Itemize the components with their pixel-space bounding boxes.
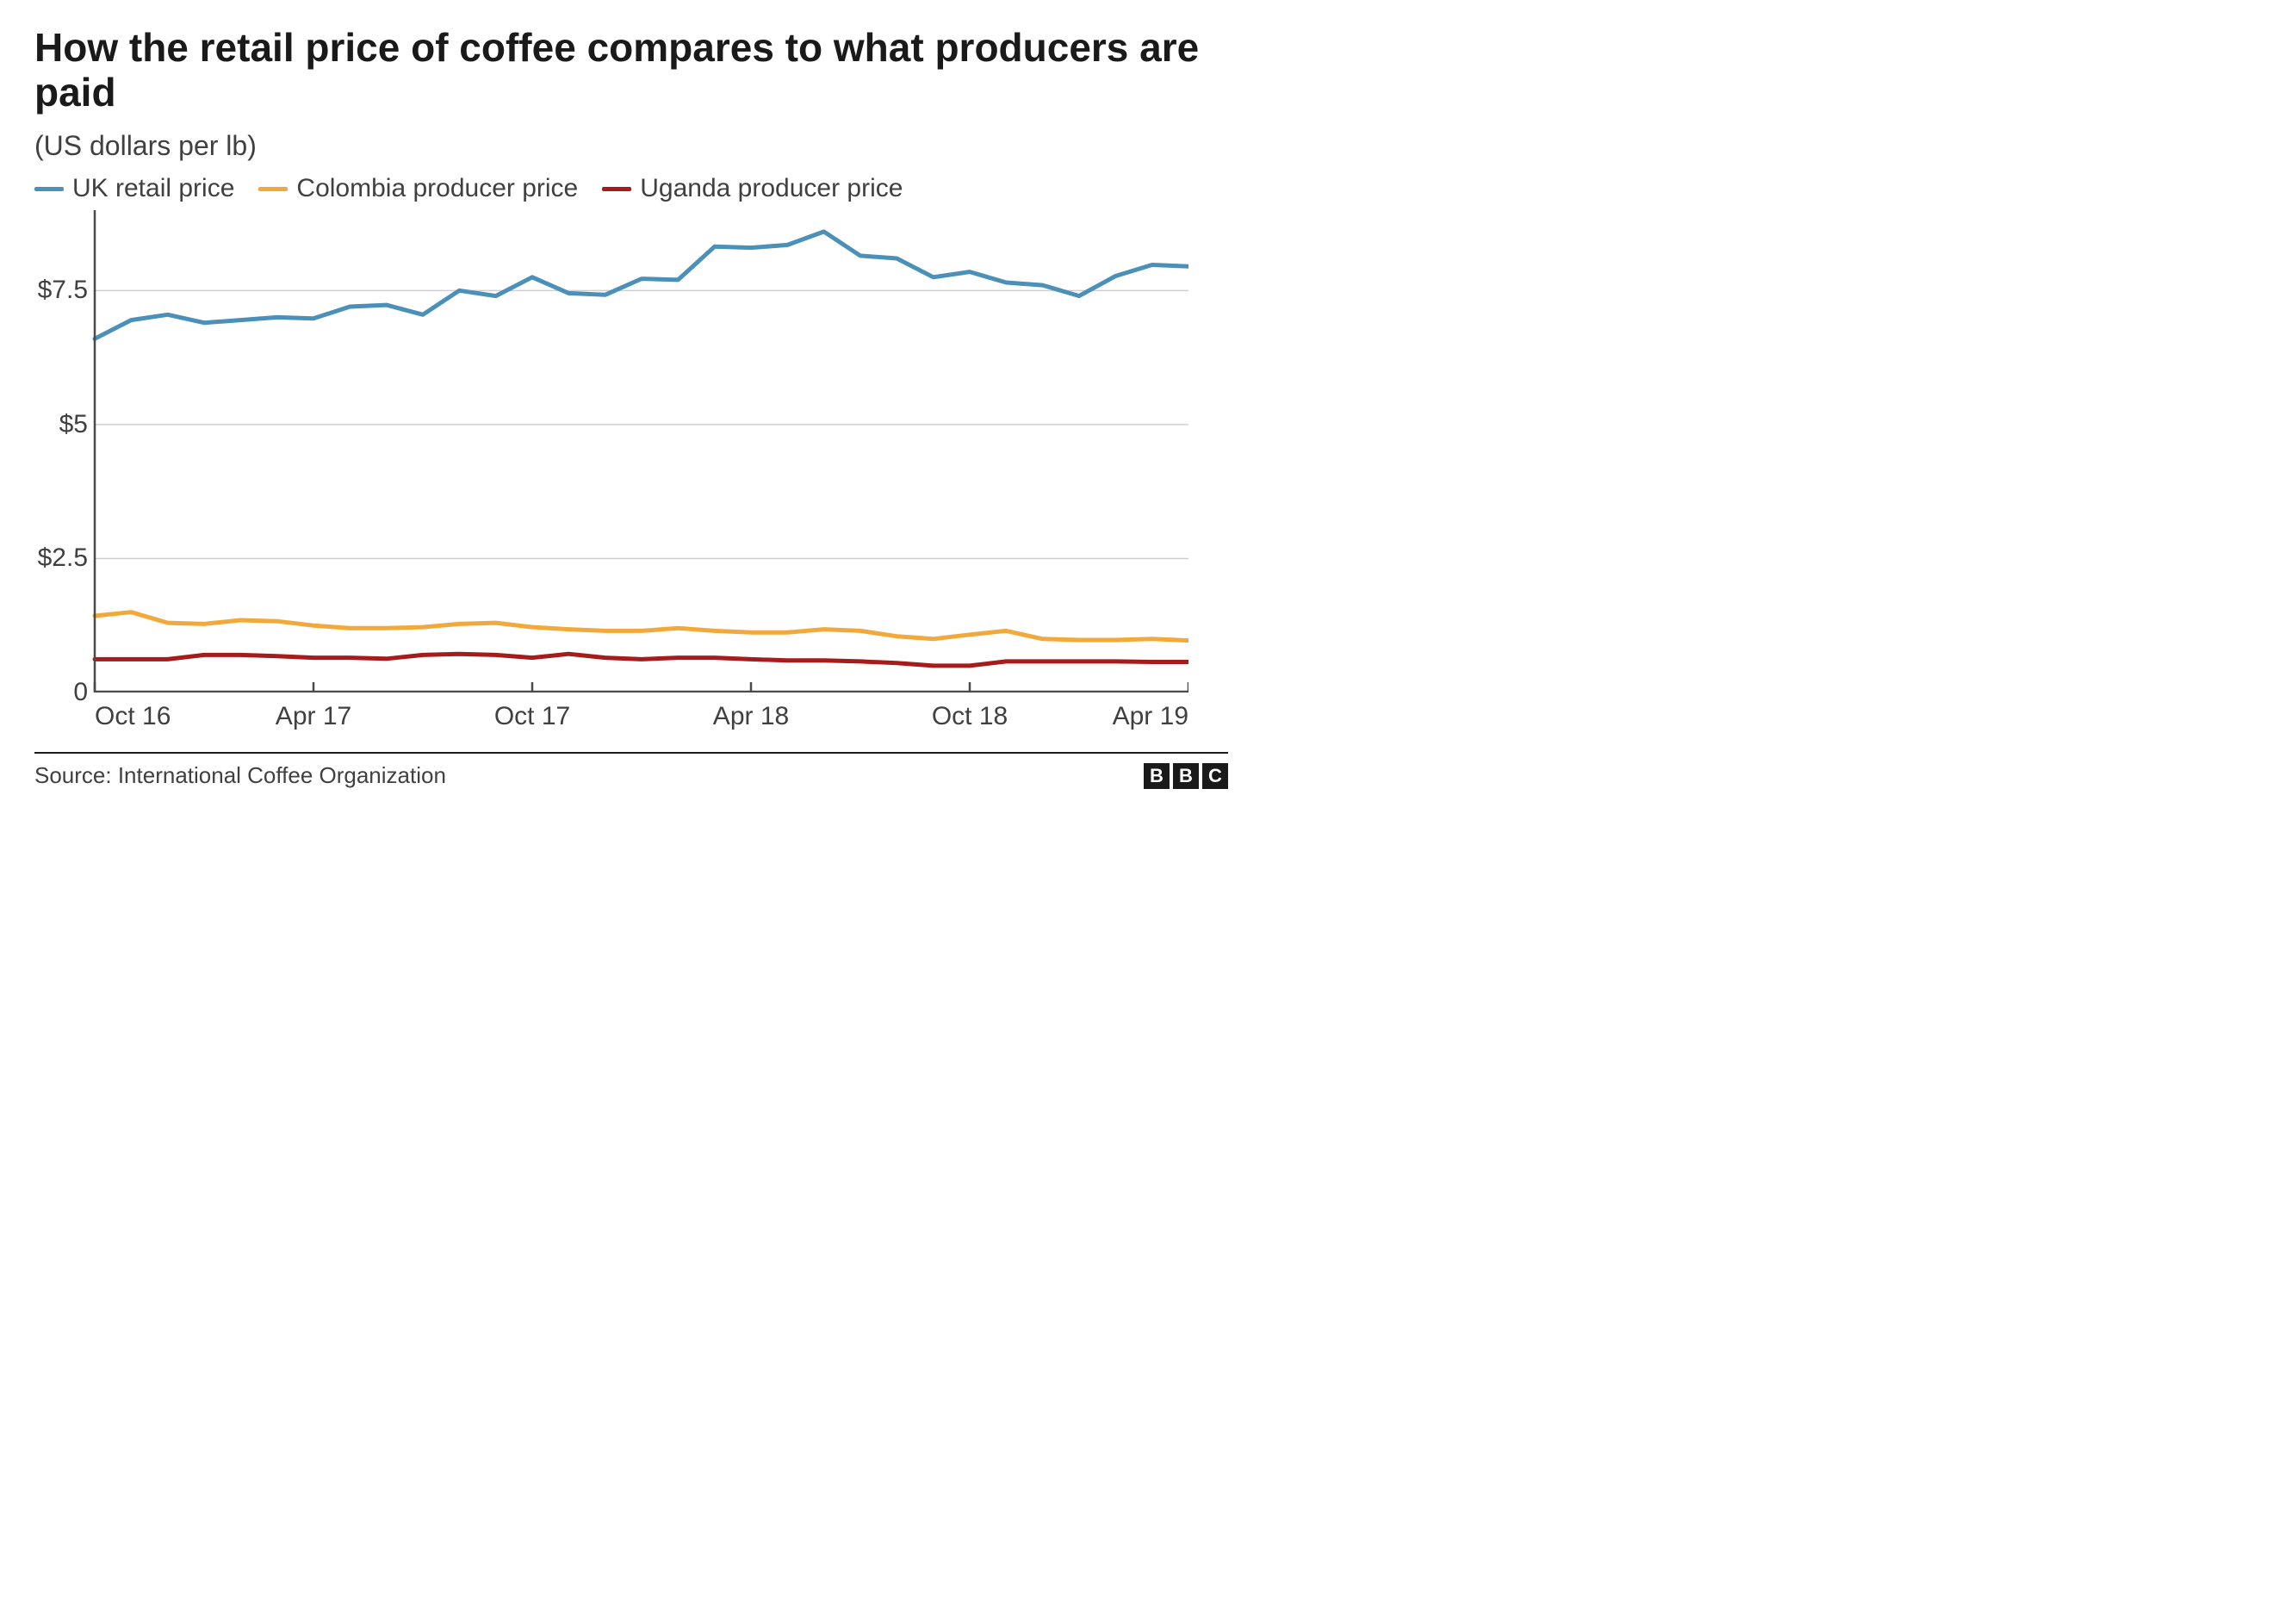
y-tick-label: $2.5 <box>38 544 88 573</box>
series-line <box>95 232 1188 339</box>
chart-subtitle: (US dollars per lb) <box>34 130 1228 162</box>
bbc-logo: BBC <box>1144 763 1228 789</box>
line-chart-svg <box>34 210 1188 693</box>
series-line <box>95 654 1188 666</box>
chart-legend: UK retail price Colombia producer price Ug… <box>34 174 1228 203</box>
y-tick-label: $5 <box>59 410 88 439</box>
x-tick-label: Apr 19 <box>1113 702 1188 731</box>
plot-area: 0$2.5$5$7.5 Oct 16Apr 17Oct 17Apr 18Oct … <box>34 210 1228 731</box>
legend-swatch <box>34 187 64 191</box>
x-tick-label: Oct 18 <box>932 702 1008 731</box>
legend-label: UK retail price <box>72 174 234 203</box>
chart-container: How the retail price of coffee compares … <box>0 0 1263 806</box>
x-tick-label: Apr 17 <box>276 702 351 731</box>
y-tick-label: $7.5 <box>38 276 88 305</box>
legend-item: Colombia producer price <box>258 174 578 203</box>
legend-swatch <box>602 187 631 191</box>
legend-item: UK retail price <box>34 174 234 203</box>
chart-title: How the retail price of coffee compares … <box>34 26 1228 115</box>
legend-label: Uganda producer price <box>640 174 903 203</box>
legend-label: Colombia producer price <box>296 174 578 203</box>
x-axis-labels: Oct 16 Apr 17 Oct 17 Apr 18 Oct 18 Apr 19 <box>34 697 1188 731</box>
source-label: Source: International Coffee Organizatio… <box>34 762 446 789</box>
series-line <box>95 612 1188 647</box>
bbc-logo-block: B <box>1173 763 1199 789</box>
x-tick-label: Apr 18 <box>713 702 789 731</box>
legend-item: Uganda producer price <box>602 174 903 203</box>
x-tick-label: Oct 17 <box>494 702 570 731</box>
x-tick-label: Oct 16 <box>95 702 171 731</box>
bbc-logo-block: B <box>1144 763 1170 789</box>
chart-footer: Source: International Coffee Organizatio… <box>34 752 1228 789</box>
legend-swatch <box>258 187 288 191</box>
bbc-logo-block: C <box>1202 763 1228 789</box>
